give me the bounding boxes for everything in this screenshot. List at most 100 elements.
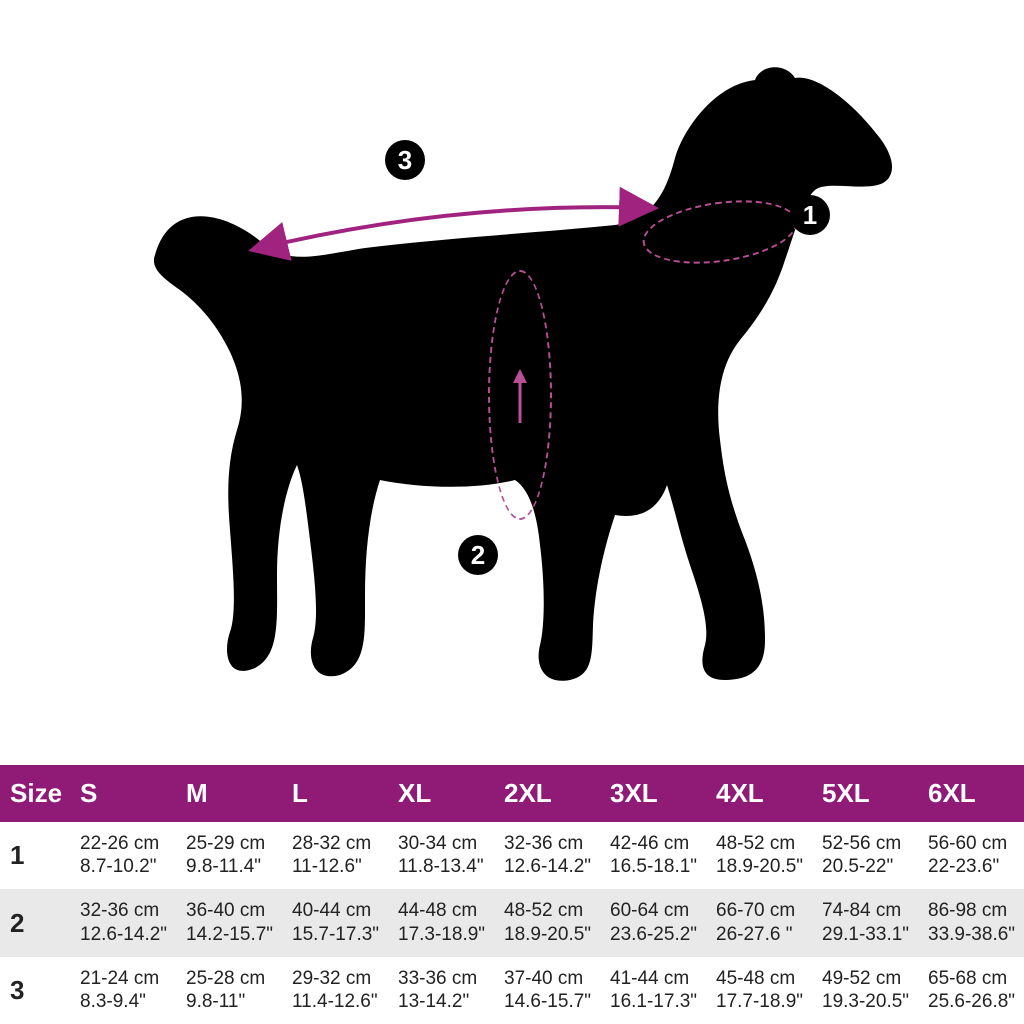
size-cell: 25-29 cm9.8-11.4"	[176, 822, 282, 890]
size-cell: 28-32 cm11-12.6"	[282, 822, 388, 890]
size-cell: 37-40 cm14.6-15.7"	[494, 957, 600, 1024]
size-cell: 48-52 cm18.9-20.5"	[494, 889, 600, 957]
callout-badge-2: 2	[458, 535, 498, 575]
size-cell: 21-24 cm8.3-9.4"	[70, 957, 176, 1024]
size-in: 16.5-18.1"	[610, 855, 700, 879]
col-header-s: S	[70, 765, 176, 822]
chest-measure-ellipse	[488, 270, 552, 520]
size-table: SizeSMLXL2XL3XL4XL5XL6XL 122-26 cm8.7-10…	[0, 765, 1024, 1024]
col-header-3xl: 3XL	[600, 765, 706, 822]
size-cm: 37-40 cm	[504, 967, 594, 991]
row-label: 1	[0, 822, 70, 890]
size-cell: 52-56 cm20.5-22"	[812, 822, 918, 890]
size-in: 22-23.6"	[928, 855, 1018, 879]
size-in: 9.8-11"	[186, 990, 276, 1014]
table-row: 122-26 cm8.7-10.2"25-29 cm9.8-11.4"28-32…	[0, 822, 1024, 890]
col-header-6xl: 6XL	[918, 765, 1024, 822]
size-in: 11.8-13.4"	[398, 855, 488, 879]
size-cell: 49-52 cm19.3-20.5"	[812, 957, 918, 1024]
size-cell: 33-36 cm13-14.2"	[388, 957, 494, 1024]
size-cm: 49-52 cm	[822, 967, 912, 991]
size-cm: 30-34 cm	[398, 832, 488, 856]
size-cm: 45-48 cm	[716, 967, 806, 991]
size-in: 11-12.6"	[292, 855, 382, 879]
size-in: 8.3-9.4"	[80, 990, 170, 1014]
size-in: 19.3-20.5"	[822, 990, 912, 1014]
size-cm: 33-36 cm	[398, 967, 488, 991]
size-cm: 44-48 cm	[398, 899, 488, 923]
size-chart: SizeSMLXL2XL3XL4XL5XL6XL 122-26 cm8.7-10…	[0, 765, 1024, 1024]
row-label: 2	[0, 889, 70, 957]
size-in: 14.6-15.7"	[504, 990, 594, 1014]
size-in: 9.8-11.4"	[186, 855, 276, 879]
size-cm: 65-68 cm	[928, 967, 1018, 991]
size-cm: 32-36 cm	[504, 832, 594, 856]
size-cell: 32-36 cm12.6-14.2"	[494, 822, 600, 890]
size-in: 29.1-33.1"	[822, 923, 912, 947]
col-header-size: Size	[0, 765, 70, 822]
size-cell: 41-44 cm16.1-17.3"	[600, 957, 706, 1024]
size-cell: 74-84 cm29.1-33.1"	[812, 889, 918, 957]
size-cm: 56-60 cm	[928, 832, 1018, 856]
size-cm: 40-44 cm	[292, 899, 382, 923]
size-in: 33.9-38.6"	[928, 923, 1018, 947]
size-cm: 25-28 cm	[186, 967, 276, 991]
col-header-4xl: 4XL	[706, 765, 812, 822]
size-cell: 22-26 cm8.7-10.2"	[70, 822, 176, 890]
callout-badge-3: 3	[385, 140, 425, 180]
size-cm: 74-84 cm	[822, 899, 912, 923]
size-in: 12.6-14.2"	[504, 855, 594, 879]
size-cell: 40-44 cm15.7-17.3"	[282, 889, 388, 957]
size-in: 18.9-20.5"	[716, 855, 806, 879]
size-cm: 66-70 cm	[716, 899, 806, 923]
size-in: 11.4-12.6"	[292, 990, 382, 1014]
size-in: 18.9-20.5"	[504, 923, 594, 947]
size-cell: 86-98 cm33.9-38.6"	[918, 889, 1024, 957]
size-cell: 66-70 cm26-27.6 "	[706, 889, 812, 957]
size-cm: 41-44 cm	[610, 967, 700, 991]
size-cell: 32-36 cm12.6-14.2"	[70, 889, 176, 957]
size-in: 23.6-25.2"	[610, 923, 700, 947]
col-header-5xl: 5XL	[812, 765, 918, 822]
size-cell: 48-52 cm18.9-20.5"	[706, 822, 812, 890]
size-cell: 30-34 cm11.8-13.4"	[388, 822, 494, 890]
size-cm: 22-26 cm	[80, 832, 170, 856]
size-cm: 28-32 cm	[292, 832, 382, 856]
size-in: 13-14.2"	[398, 990, 488, 1014]
size-in: 14.2-15.7"	[186, 923, 276, 947]
measurement-diagram: 1 2 3	[0, 0, 1024, 760]
size-cell: 60-64 cm23.6-25.2"	[600, 889, 706, 957]
size-cm: 36-40 cm	[186, 899, 276, 923]
size-cm: 42-46 cm	[610, 832, 700, 856]
size-in: 16.1-17.3"	[610, 990, 700, 1014]
row-label: 3	[0, 957, 70, 1024]
size-cm: 60-64 cm	[610, 899, 700, 923]
size-in: 17.3-18.9"	[398, 923, 488, 947]
size-cell: 45-48 cm17.7-18.9"	[706, 957, 812, 1024]
col-header-l: L	[282, 765, 388, 822]
size-cm: 48-52 cm	[504, 899, 594, 923]
size-in: 15.7-17.3"	[292, 923, 382, 947]
col-header-xl: XL	[388, 765, 494, 822]
size-cell: 25-28 cm9.8-11"	[176, 957, 282, 1024]
size-cm: 21-24 cm	[80, 967, 170, 991]
size-in: 17.7-18.9"	[716, 990, 806, 1014]
size-cm: 25-29 cm	[186, 832, 276, 856]
size-cell: 44-48 cm17.3-18.9"	[388, 889, 494, 957]
size-cm: 52-56 cm	[822, 832, 912, 856]
col-header-2xl: 2XL	[494, 765, 600, 822]
table-row: 321-24 cm8.3-9.4"25-28 cm9.8-11"29-32 cm…	[0, 957, 1024, 1024]
size-cell: 29-32 cm11.4-12.6"	[282, 957, 388, 1024]
size-table-header-row: SizeSMLXL2XL3XL4XL5XL6XL	[0, 765, 1024, 822]
size-cm: 48-52 cm	[716, 832, 806, 856]
size-in: 8.7-10.2"	[80, 855, 170, 879]
col-header-m: M	[176, 765, 282, 822]
callout-badge-1: 1	[790, 195, 830, 235]
size-cell: 42-46 cm16.5-18.1"	[600, 822, 706, 890]
size-cell: 36-40 cm14.2-15.7"	[176, 889, 282, 957]
table-row: 232-36 cm12.6-14.2"36-40 cm14.2-15.7"40-…	[0, 889, 1024, 957]
size-cm: 29-32 cm	[292, 967, 382, 991]
size-cell: 65-68 cm25.6-26.8"	[918, 957, 1024, 1024]
size-in: 12.6-14.2"	[80, 923, 170, 947]
size-cm: 32-36 cm	[80, 899, 170, 923]
